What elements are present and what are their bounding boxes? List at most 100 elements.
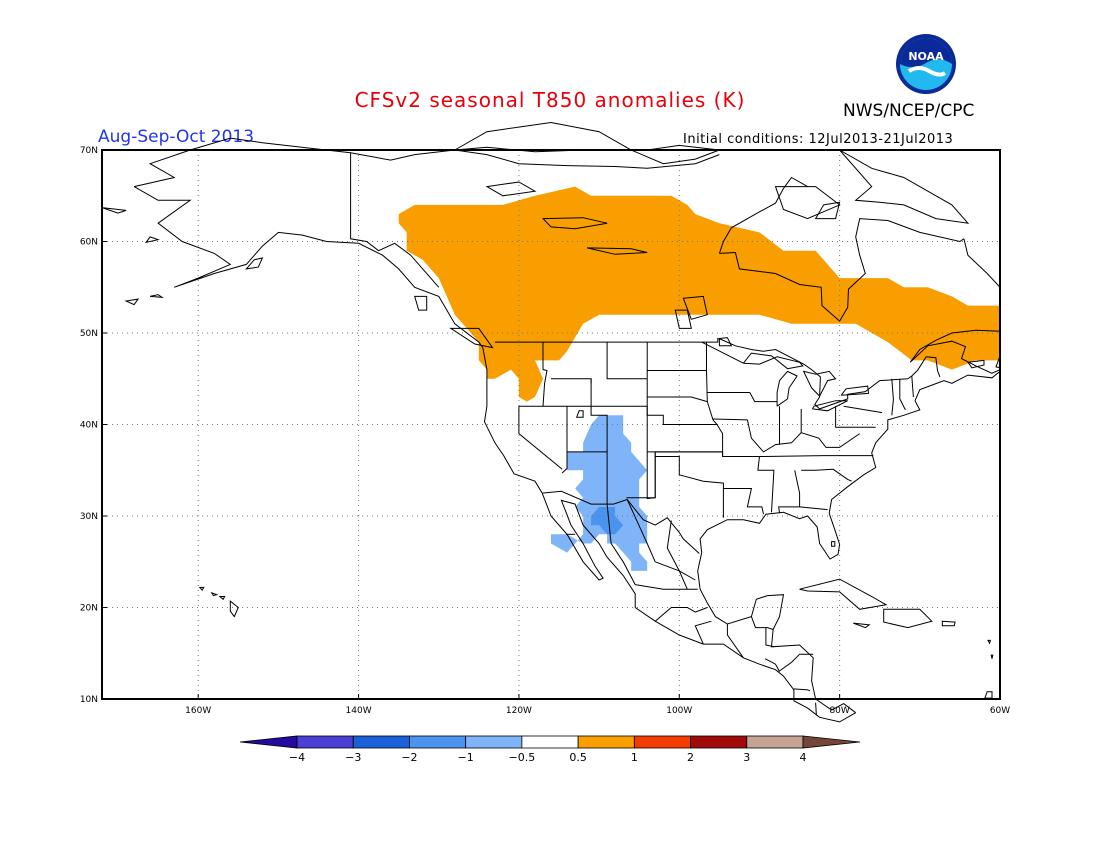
- island-outline: [774, 186, 841, 220]
- island-outline: [210, 591, 219, 597]
- axis-ticks: 70N 60N 50N 40N 30N 20N 10N 160W 140W 120W 100W 80W…: [80, 146, 1010, 716]
- lat-label: 70N: [80, 146, 98, 156]
- border-line: [694, 620, 712, 645]
- border-line: [843, 405, 883, 414]
- island-outline: [144, 236, 160, 244]
- border-line: [518, 406, 563, 470]
- island-outline: [853, 622, 871, 629]
- organization-label: NWS/NCEP/CPC: [843, 101, 975, 121]
- border-line: [835, 406, 876, 428]
- border-line: [793, 688, 811, 692]
- colorbar-label: 4: [800, 751, 807, 764]
- colorbar-bin: [296, 735, 354, 749]
- colorbar-label: 3: [743, 751, 750, 764]
- border-line: [778, 470, 801, 514]
- colorbar-label: 0.5: [569, 751, 587, 764]
- cool-anomaly-core: [591, 506, 624, 535]
- noaa-logo: NOAA: [896, 34, 956, 94]
- lake-outline: [541, 217, 608, 230]
- lake-outline: [831, 541, 836, 547]
- border-line: [764, 658, 780, 672]
- border-line: [701, 341, 744, 364]
- island-outline: [984, 691, 993, 699]
- border-line: [635, 584, 698, 590]
- border-line: [802, 370, 837, 397]
- lat-label: 10N: [80, 695, 98, 705]
- lat-label: 30N: [80, 512, 98, 522]
- colorbar-bin: [746, 735, 804, 749]
- border-line: [697, 371, 1001, 714]
- island-outline: [124, 298, 140, 306]
- border-line: [666, 520, 688, 590]
- island-outline: [799, 578, 888, 610]
- border-line: [133, 137, 720, 188]
- island-outline: [883, 608, 933, 629]
- colorbar-bin: [409, 735, 467, 749]
- border-line: [891, 378, 894, 416]
- island-outline: [966, 359, 985, 369]
- warm-anomaly-canada: [398, 186, 1000, 402]
- border-line: [801, 468, 852, 482]
- border-line: [840, 385, 870, 396]
- border-line: [712, 418, 748, 421]
- colorbar-label: −0.5: [509, 751, 536, 764]
- lon-label: 140W: [346, 706, 372, 716]
- border-line: [626, 499, 656, 563]
- lake-outline: [575, 410, 584, 418]
- border-line: [963, 238, 1001, 303]
- island-outline: [839, 149, 970, 224]
- colorbar-bin: [633, 735, 691, 749]
- border-line: [706, 342, 724, 457]
- border-line: [750, 616, 774, 630]
- island-outline: [987, 639, 992, 645]
- border-line: [551, 378, 592, 384]
- border-line: [765, 627, 775, 648]
- border-line: [726, 624, 744, 659]
- colorbar-label: 1: [631, 751, 638, 764]
- colorbar-bin-lowest: [239, 735, 298, 749]
- season-label: Aug-Sep-Oct 2013: [98, 127, 255, 147]
- island-outline: [454, 121, 720, 165]
- border-line: [799, 506, 828, 511]
- border-line: [647, 396, 708, 403]
- lon-label: 120W: [506, 706, 532, 716]
- lon-label: 60W: [990, 706, 1010, 716]
- island-outline: [814, 201, 841, 220]
- border-line: [723, 488, 764, 515]
- lon-label: 100W: [666, 706, 692, 716]
- colorbar-bin: [352, 735, 410, 749]
- border-line: [911, 375, 914, 398]
- colorbar-label: −3: [345, 751, 361, 764]
- noaa-logo-text: NOAA: [908, 50, 944, 63]
- border-line: [746, 419, 860, 453]
- colorbar-label: −2: [401, 751, 417, 764]
- border-line: [606, 342, 648, 380]
- lake-outline: [718, 337, 733, 347]
- cool-anomaly-southwest: [551, 415, 648, 571]
- colorbar: −4 −3 −2 −1 −0.5 0.5 1 2 3 4: [239, 735, 861, 764]
- border-line: [899, 378, 906, 411]
- lake-outline: [485, 181, 537, 197]
- map-title: CFSv2 seasonal T850 anomalies (K): [354, 88, 746, 112]
- island-outline: [149, 294, 164, 298]
- island-outline: [990, 654, 994, 659]
- border-line: [743, 352, 804, 370]
- border-line: [606, 504, 636, 585]
- lake-outline: [586, 247, 648, 255]
- border-line: [778, 653, 814, 672]
- colorbar-bin: [465, 735, 523, 749]
- anomaly-fills: [398, 186, 1000, 571]
- border-line: [776, 370, 798, 407]
- colorbar-bin-highest: [802, 735, 861, 749]
- island-outline: [101, 207, 127, 214]
- lake-outline: [674, 309, 692, 329]
- initial-conditions-label: Initial conditions: 12Jul2013-21Jul2013: [683, 132, 954, 147]
- lon-label: 80W: [829, 706, 849, 716]
- island-outline: [449, 327, 494, 349]
- border-line: [654, 607, 708, 622]
- border-line: [815, 702, 817, 716]
- border-line: [655, 561, 696, 581]
- colorbar-label: −4: [289, 751, 305, 764]
- colorbar-bin: [577, 735, 635, 749]
